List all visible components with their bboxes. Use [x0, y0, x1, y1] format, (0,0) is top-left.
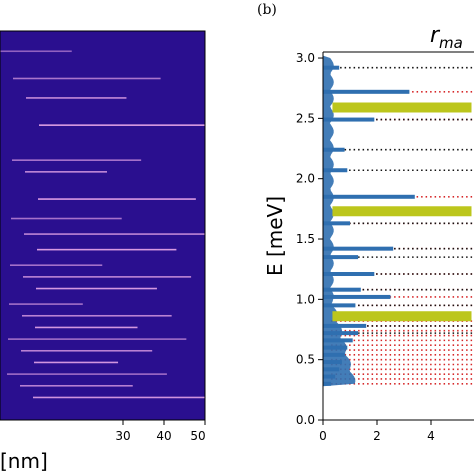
level-bar [323, 294, 391, 299]
heatmap-line [22, 314, 172, 317]
heatmap-lines [0, 50, 205, 399]
level-bar [323, 221, 350, 226]
panel-label-b: (b) [257, 2, 277, 18]
level-bar [323, 255, 359, 260]
spectrum-y-tick-label: 1.0 [296, 292, 315, 306]
level-bar [323, 272, 375, 277]
level-bar [323, 338, 353, 343]
spectrum-y-axis-label: E [meV] [263, 196, 287, 276]
heatmap-line [13, 77, 161, 80]
level-bar [323, 287, 361, 292]
level-bar [323, 331, 359, 336]
spectrum-x-tick-label: 4 [427, 429, 435, 443]
heatmap-x-ticks: 30 40 50 [115, 420, 206, 443]
level-bar [323, 303, 356, 308]
heatmap-line [12, 159, 142, 161]
level-bar [323, 65, 340, 70]
heatmap-x-tick-label: 30 [115, 429, 130, 443]
panel-b-title: rma [430, 23, 463, 52]
level-bar [323, 367, 340, 372]
heatmap-frame [0, 30, 206, 421]
heatmap-line [26, 97, 127, 99]
level-bar [323, 117, 375, 122]
level-bar [323, 323, 367, 328]
spectrum-y-tick-label: 2.5 [296, 111, 315, 125]
heatmap-line [11, 217, 122, 220]
heatmap-line [36, 287, 157, 290]
panel-b: (b) rma 0.0 0.5 1.0 1.5 2.0 2.5 3.0 0 2 4 E [meV… [257, 2, 474, 443]
heatmap-line [7, 373, 167, 375]
spectrum-marks [323, 55, 474, 387]
heatmap-line [21, 349, 153, 352]
heatmap-line [0, 50, 72, 53]
level-bar [323, 374, 336, 379]
spectrum-y-tick-label: 0.5 [296, 353, 315, 367]
panel-a: 30 40 50 [nm] [0, 30, 206, 473]
spectrum-y-ticks: 0.0 0.5 1.0 1.5 2.0 2.5 3.0 [296, 51, 323, 427]
highlight-level-bar [332, 102, 472, 113]
heatmap-line [25, 171, 107, 173]
spectrum-y-tick-label: 2.0 [296, 172, 315, 186]
highlight-level-bar [332, 311, 472, 322]
heatmap-line [23, 276, 192, 278]
level-bar [323, 345, 348, 350]
heatmap-background [0, 31, 205, 420]
level-bar [323, 168, 348, 173]
level-bar [323, 194, 415, 199]
heatmap-line [10, 264, 103, 266]
highlight-level-bar [332, 206, 472, 217]
heatmap-line [24, 233, 205, 235]
panel-b-title-sub: ma [439, 34, 463, 52]
level-bar [323, 89, 410, 94]
heatmap-line [20, 384, 133, 387]
level-bar [323, 360, 342, 365]
level-bar [323, 381, 332, 386]
level-bar [323, 147, 345, 152]
heatmap-x-axis-label: [nm] [0, 449, 48, 473]
spectrum-x-tick-label: 2 [373, 429, 381, 443]
heatmap-x-tick-label: 50 [190, 429, 205, 443]
heatmap-line [35, 326, 138, 329]
spectrum-x-tick-label: 0 [319, 429, 327, 443]
spectrum-x-ticks: 0 2 4 [319, 420, 435, 443]
heatmap-line [37, 248, 177, 251]
level-bar [323, 352, 345, 357]
heatmap-x-tick-label: 40 [156, 429, 171, 443]
heatmap-line [33, 396, 205, 399]
spectrum-y-tick-label: 0.0 [296, 413, 315, 427]
heatmap-line [8, 338, 187, 340]
heatmap-line [34, 361, 119, 364]
heatmap-line [39, 124, 205, 126]
level-bar [323, 246, 394, 251]
heatmap-line [9, 303, 83, 305]
panel-b-title-main: r [430, 23, 441, 48]
spectrum-y-tick-label: 1.5 [296, 232, 315, 246]
spectrum-y-tick-label: 3.0 [296, 51, 315, 65]
heatmap-line [38, 198, 196, 200]
